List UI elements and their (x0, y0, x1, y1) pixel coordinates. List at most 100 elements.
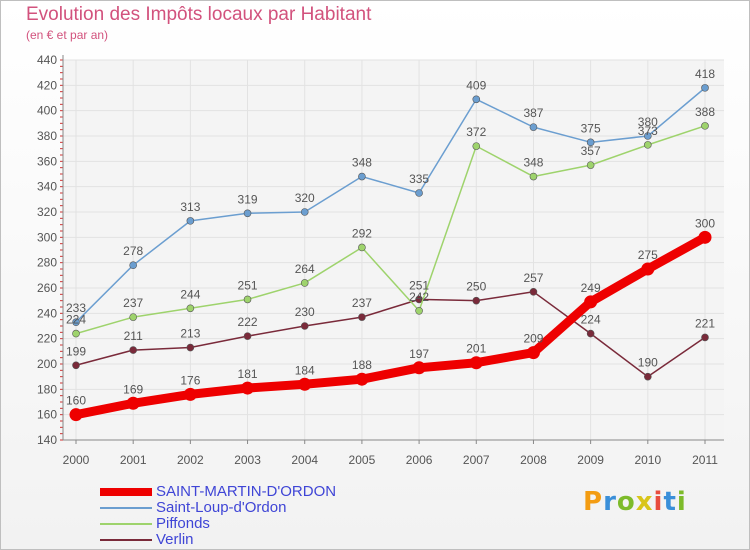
data-point (415, 189, 423, 197)
legend-swatch (100, 523, 152, 525)
series-3 (72, 122, 709, 338)
y-tick-label: 380 (37, 129, 57, 143)
y-tick-label: 240 (37, 306, 57, 320)
data-point (358, 172, 366, 181)
data-point (529, 172, 538, 181)
y-tick-label: 220 (37, 332, 57, 346)
data-point (526, 346, 540, 360)
data-label: 357 (581, 144, 601, 158)
data-point (72, 329, 80, 338)
logo-letter: P (583, 487, 604, 517)
data-point (644, 132, 652, 140)
data-label: 169 (123, 382, 143, 396)
x-tick-label: 2010 (634, 453, 661, 467)
y-tick-label: 280 (37, 256, 57, 270)
data-label: 224 (581, 313, 601, 327)
logo-letter: x (635, 487, 654, 517)
series-2 (72, 84, 709, 327)
data-label: 176 (180, 373, 200, 387)
data-label: 387 (523, 106, 543, 120)
logo-letter: i (653, 487, 664, 517)
data-point (358, 243, 366, 252)
x-tick-label: 2009 (577, 453, 604, 467)
data-point (701, 333, 709, 342)
legend-swatch (100, 539, 152, 541)
data-label: 222 (238, 315, 258, 329)
y-tick-label: 300 (37, 230, 57, 244)
data-label: 418 (695, 67, 715, 81)
data-label: 278 (123, 244, 143, 258)
data-point (586, 161, 595, 169)
data-label: 249 (581, 281, 601, 295)
y-tick-label: 260 (37, 281, 57, 295)
series-4 (72, 287, 709, 381)
legend-label: Saint-Loup-d'Ordon (156, 499, 287, 516)
plot-area (63, 60, 724, 440)
x-tick-label: 2007 (463, 453, 490, 467)
data-label: 213 (180, 327, 200, 341)
data-label: 184 (295, 363, 315, 377)
y-tick-label: 400 (37, 104, 57, 118)
series-line (71, 232, 710, 420)
data-point (584, 295, 598, 309)
data-label: 233 (66, 301, 86, 315)
x-tick-label: 2003 (234, 453, 261, 467)
data-label: 320 (295, 191, 315, 205)
data-label: 211 (124, 329, 143, 343)
data-label: 251 (409, 278, 429, 292)
data-point (69, 408, 83, 422)
data-label: 237 (123, 296, 143, 310)
data-label: 221 (695, 316, 715, 330)
y-tick-label: 140 (37, 433, 57, 447)
data-point (698, 230, 712, 244)
data-point (412, 361, 426, 375)
data-point (472, 95, 481, 104)
data-label: 388 (695, 105, 715, 119)
data-label: 335 (409, 172, 429, 186)
series-line (75, 87, 706, 323)
data-label: 348 (352, 156, 372, 170)
y-tick-label: 320 (37, 205, 57, 219)
data-label: 224 (66, 313, 86, 327)
data-label: 275 (638, 248, 658, 262)
data-label: 319 (238, 192, 258, 206)
data-point (243, 295, 252, 304)
data-point (644, 141, 652, 149)
data-point (298, 377, 312, 391)
data-point (586, 329, 595, 338)
data-label: 230 (295, 305, 315, 319)
data-point (186, 304, 195, 313)
data-point (355, 372, 369, 386)
logo-letter: t (663, 487, 677, 517)
data-point (129, 313, 137, 321)
data-label: 160 (66, 394, 86, 408)
data-point (129, 346, 137, 354)
data-point (644, 372, 652, 381)
y-tick-label: 180 (37, 382, 57, 396)
data-label: 373 (638, 124, 658, 138)
data-label: 181 (238, 367, 258, 381)
data-label: 197 (409, 347, 429, 361)
data-label: 348 (523, 156, 543, 170)
data-label: 244 (180, 287, 200, 301)
data-point (186, 217, 195, 225)
legend-swatch (100, 507, 152, 509)
data-label: 372 (466, 125, 486, 139)
series-line (75, 291, 706, 378)
data-point (72, 361, 80, 370)
x-tick-label: 2005 (349, 453, 376, 467)
x-tick-label: 2011 (692, 453, 718, 467)
proxiti-logo: Proxiti (583, 487, 687, 517)
data-label: 251 (238, 278, 258, 292)
data-point (300, 322, 309, 330)
data-point (300, 279, 309, 287)
x-tick-label: 2000 (63, 453, 90, 467)
y-tick-label: 440 (37, 53, 57, 67)
logo-letter: o (616, 487, 636, 517)
logo-letter: i (676, 487, 687, 517)
data-point (641, 262, 655, 276)
data-point (243, 209, 252, 218)
data-label: 292 (352, 226, 372, 240)
data-point (415, 306, 423, 315)
